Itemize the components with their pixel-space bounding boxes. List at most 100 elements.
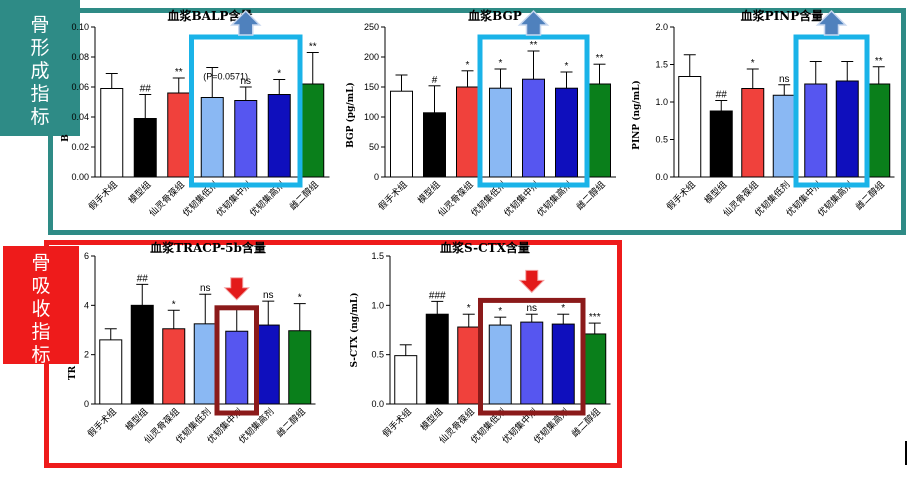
y-tick-label: 0.08 bbox=[71, 52, 89, 62]
significance-label: ## bbox=[140, 84, 152, 95]
y-tick-label: 1.0 bbox=[655, 97, 668, 107]
y-tick-label: 0.02 bbox=[71, 142, 89, 152]
y-tick-label: 1.0 bbox=[371, 300, 384, 310]
bar bbox=[100, 88, 124, 178]
significance-label: ns bbox=[200, 283, 211, 294]
y-tick-label: 0.5 bbox=[655, 135, 668, 145]
significance-label: # bbox=[432, 75, 438, 86]
bar bbox=[522, 78, 545, 178]
y-tick-label: 50 bbox=[369, 142, 379, 152]
bar bbox=[489, 87, 512, 178]
bar bbox=[804, 83, 828, 178]
significance-label: * bbox=[751, 58, 755, 69]
bar bbox=[99, 339, 123, 405]
bar bbox=[457, 326, 481, 405]
y-tick-label: 1.5 bbox=[371, 251, 384, 261]
significance-label: ## bbox=[716, 90, 728, 101]
bar bbox=[133, 118, 157, 178]
bone-resorption-label: 骨 吸 收 指 标 bbox=[3, 246, 79, 366]
y-tick-label: 4 bbox=[84, 300, 89, 310]
highlight-box bbox=[214, 305, 259, 416]
bar bbox=[267, 94, 291, 178]
y-axis-label: S-CTX (ng/mL) bbox=[349, 292, 360, 367]
significance-label: * bbox=[499, 58, 503, 69]
chart-title: 血浆TRACP-5b含量 bbox=[150, 240, 266, 255]
bar bbox=[425, 313, 449, 405]
significance-label: ** bbox=[530, 40, 538, 51]
highlight-box bbox=[793, 34, 870, 188]
bar bbox=[200, 97, 224, 178]
y-tick-label: 0.00 bbox=[71, 172, 89, 182]
significance-label: ** bbox=[309, 42, 317, 53]
chart-title: 血浆S-CTX含量 bbox=[440, 240, 530, 255]
bar bbox=[520, 321, 544, 405]
y-tick-label: 2 bbox=[84, 350, 89, 360]
bar bbox=[488, 324, 512, 405]
y-axis-label: TR bbox=[68, 365, 78, 380]
y-axis-label: PINP (ng/mL) bbox=[631, 80, 642, 150]
bar bbox=[234, 100, 258, 178]
significance-label: *** bbox=[589, 312, 601, 323]
y-tick-label: 0 bbox=[84, 399, 89, 409]
chart-title: 血浆PINP含量 bbox=[741, 8, 824, 23]
category-label: 假手术组 bbox=[380, 406, 414, 440]
highlight-box bbox=[478, 297, 586, 416]
highlight-box bbox=[477, 34, 590, 188]
y-tick-label: 0.04 bbox=[71, 112, 89, 122]
y-tick-label: 6 bbox=[84, 251, 89, 261]
tag-char: 指 bbox=[30, 83, 50, 105]
down-arrow-icon bbox=[223, 277, 250, 301]
significance-label: ns bbox=[526, 303, 537, 314]
y-tick-label: 1.5 bbox=[655, 60, 668, 70]
divider-line bbox=[905, 441, 907, 465]
tag-char: 成 bbox=[30, 60, 50, 82]
pinp-chart: 血浆PINP含量 0.0 0.5 1.0 1.5 2.0 PINP (ng/mL) 假手术组 #… bbox=[631, 8, 895, 219]
p-value-annotation: (P=0.0571) bbox=[203, 72, 248, 82]
tag-char: 骨 bbox=[30, 14, 50, 36]
significance-label: ** bbox=[596, 53, 604, 64]
up-arrow-icon bbox=[229, 9, 262, 36]
up-arrow-icon bbox=[517, 9, 550, 36]
y-tick-label: 2.0 bbox=[655, 22, 668, 32]
significance-label: * bbox=[467, 303, 471, 314]
bar bbox=[423, 112, 446, 178]
balp-chart: 血浆BALP含量0.000.020.040.060.080.10B假手术组##模… bbox=[61, 8, 330, 219]
chart-title: 血浆BALP含量 bbox=[168, 8, 253, 23]
tag-char: 形 bbox=[30, 37, 50, 59]
y-tick-label: 0.0 bbox=[371, 399, 384, 409]
chart-title: 血浆BGP bbox=[468, 8, 522, 23]
significance-label: ns bbox=[263, 290, 274, 301]
significance-label: * bbox=[561, 303, 565, 314]
tag-char: 标 bbox=[31, 344, 51, 366]
y-tick-label: 0 bbox=[374, 172, 379, 182]
significance-label: ** bbox=[875, 56, 883, 67]
bar bbox=[162, 328, 186, 405]
y-axis-label: BGP (pg/mL) bbox=[345, 82, 356, 148]
category-label: 模型组 bbox=[418, 406, 446, 434]
significance-label: * bbox=[498, 306, 502, 317]
bar bbox=[835, 80, 859, 178]
category-label: 假手术组 bbox=[664, 179, 698, 213]
significance-label: ns bbox=[240, 76, 251, 87]
bar bbox=[867, 83, 891, 178]
significance-label: ## bbox=[137, 273, 149, 284]
bone-formation-label: 骨 形 成 指 标 bbox=[0, 0, 80, 136]
tracp-5b-chart: 血浆TRACP-5b含量0246TR假手术组##模型组*仙灵骨葆组ns优韧集低剂… bbox=[68, 240, 316, 446]
significance-label: * bbox=[565, 61, 569, 72]
tag-char: 骨 bbox=[31, 252, 51, 274]
down-arrow-icon bbox=[518, 269, 545, 294]
bar bbox=[288, 330, 312, 405]
bar bbox=[555, 87, 578, 178]
tag-char: 指 bbox=[31, 321, 51, 343]
tag-char: 吸 bbox=[31, 275, 51, 297]
significance-label: * bbox=[298, 293, 302, 304]
bar bbox=[772, 94, 796, 178]
y-tick-label: 100 bbox=[364, 112, 379, 122]
bar bbox=[709, 110, 733, 178]
y-tick-label: 250 bbox=[364, 22, 379, 32]
category-label: 模型组 bbox=[702, 179, 730, 207]
y-axis-label: B bbox=[61, 134, 71, 142]
significance-label: * bbox=[277, 69, 281, 80]
y-tick-label: 0.06 bbox=[71, 82, 89, 92]
